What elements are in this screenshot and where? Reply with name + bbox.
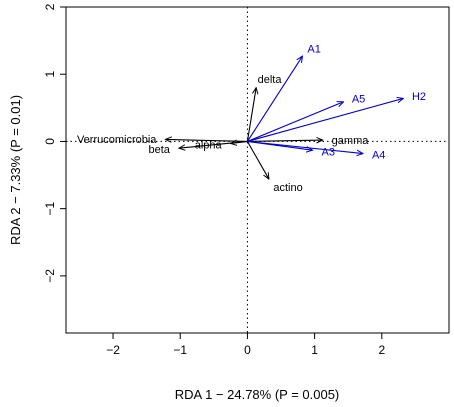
y-tick-label: 0 bbox=[43, 138, 57, 145]
x-tick-label: 0 bbox=[244, 343, 251, 357]
vector-label-alpha: alpha bbox=[195, 140, 223, 152]
x-tick-label: 1 bbox=[311, 343, 318, 357]
vector-arrow-a5 bbox=[247, 102, 343, 142]
vector-label-a4: A4 bbox=[372, 149, 385, 161]
y-axis: −2 −1 0 1 2 bbox=[43, 3, 66, 283]
y-tick-label: 1 bbox=[43, 71, 57, 78]
vector-arrow-a4 bbox=[247, 140, 363, 153]
vector-label-actino: actino bbox=[273, 182, 302, 194]
reference-lines bbox=[66, 7, 449, 333]
vector-arrow-actino bbox=[246, 141, 269, 179]
vector-label-verrucomicrobia: Verrucomicrobia bbox=[77, 134, 157, 146]
vector-label-gamma: gamma bbox=[332, 135, 370, 147]
x-tick-label: −2 bbox=[106, 343, 120, 357]
x-tick-label: 2 bbox=[378, 343, 385, 357]
vector-arrow-gamma bbox=[247, 140, 322, 141]
x-axis: −2 −1 0 1 2 bbox=[106, 333, 385, 357]
x-axis-title: RDA 1 − 24.78% (P = 0.005) bbox=[175, 387, 340, 402]
plot-frame bbox=[65, 6, 450, 334]
vector-label-beta: beta bbox=[149, 144, 171, 156]
y-tick-label: 2 bbox=[43, 3, 57, 10]
vector-label-h2: H2 bbox=[412, 91, 426, 103]
vector-label-a3: A3 bbox=[322, 146, 335, 158]
vector-label-delta: delta bbox=[258, 74, 283, 86]
vector-arrow-h2 bbox=[247, 98, 403, 142]
vector-arrow-alpha bbox=[231, 141, 248, 143]
vector-label-a1: A1 bbox=[307, 44, 320, 56]
vector-label-a5: A5 bbox=[352, 93, 365, 105]
vector-arrow-delta bbox=[246, 88, 256, 142]
y-tick-label: −1 bbox=[43, 201, 57, 215]
x-tick-label: −1 bbox=[173, 343, 187, 357]
y-tick-label: −2 bbox=[43, 269, 57, 283]
y-axis-title: RDA 2 − 7.33% (P = 0.01) bbox=[8, 95, 23, 245]
vector-arrow-a1 bbox=[246, 56, 302, 142]
